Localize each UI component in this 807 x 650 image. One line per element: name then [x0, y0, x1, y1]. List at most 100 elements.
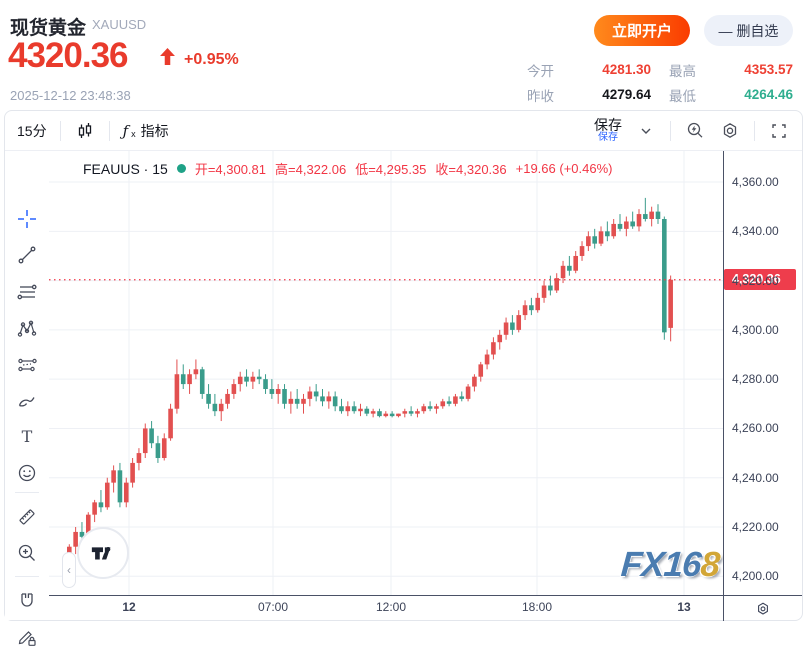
candlestick-icon	[78, 122, 91, 138]
quote-timestamp: 2025-12-12 23:48:38	[10, 88, 131, 103]
crosshair-tool[interactable]	[14, 206, 40, 232]
time-tick-label: 12	[122, 600, 136, 614]
price-tick-label: 4,260.00	[732, 421, 779, 436]
chevron-left-icon: ‹	[67, 563, 71, 577]
interval-button[interactable]: 15分	[17, 121, 47, 141]
price-tick-label: 4,280.00	[732, 372, 779, 387]
toolbar-separator	[670, 120, 671, 141]
stat-value-prev-close: 4279.64	[602, 87, 651, 102]
flash-search-icon	[687, 122, 703, 138]
measure-tool[interactable]	[14, 504, 40, 530]
instrument-symbol: XAUUSD	[92, 17, 147, 32]
gear-small-icon	[758, 602, 768, 615]
parallel-lines-tool[interactable]	[14, 279, 40, 305]
pattern-tool[interactable]	[14, 316, 40, 342]
lock-drawings-tool[interactable]	[14, 624, 40, 650]
magnet-icon	[21, 593, 33, 607]
chart-style-button[interactable]	[74, 120, 96, 142]
fx-icon: ƒ	[122, 121, 129, 140]
price-axis[interactable]: 4,320.36 4,360.00 4,340.00 4,320.00 4,300.0…	[724, 151, 802, 595]
emoji-tool[interactable]	[14, 460, 40, 486]
last-price-axis-label: 4,320.36	[724, 269, 796, 291]
toolbar-separator	[59, 120, 61, 141]
fx168-gold-text: 8	[699, 545, 721, 584]
stat-value-low: 4264.46	[744, 87, 793, 102]
time-axis-border	[49, 595, 802, 596]
tool-divider	[15, 576, 39, 577]
magnet-tool[interactable]	[14, 588, 40, 614]
price-tick-label: 4,240.00	[732, 470, 779, 485]
market-status-dot-icon	[176, 164, 186, 173]
quote-stats: 今开 4281.30 最高 4353.57 昨收 4279.64 最低 4264…	[527, 57, 793, 107]
brush-tool[interactable]	[14, 388, 40, 414]
fx168-watermark: FX168	[619, 545, 721, 585]
toolbar-collapse-tab[interactable]: ‹	[62, 552, 76, 588]
save-menu-button[interactable]	[635, 120, 657, 142]
price-tick-label: 4,340.00	[732, 224, 779, 239]
time-axis[interactable]: 12 07:00 12:00 18:00 13	[49, 596, 723, 621]
chart-legend: FEAUUS · 15 开=4,300.81 高=4,322.06 低=4,29…	[83, 159, 612, 178]
time-tick-label: 12:00	[375, 600, 407, 614]
save-sub-label: 保存	[598, 131, 618, 143]
interval-label: 15分	[17, 122, 47, 139]
text-tool[interactable]: T	[14, 424, 40, 450]
stat-label-prev-close: 昨收	[527, 88, 554, 104]
toolbar-right: 保存 保存	[594, 118, 790, 143]
time-tick-label: 13	[677, 600, 691, 614]
price-tick-label: 4,300.00	[732, 322, 779, 337]
toolbar-separator	[108, 120, 110, 141]
price-tick-label: 4,200.00	[732, 569, 779, 584]
open-account-button[interactable]: 立即开户	[594, 15, 690, 46]
fx168-blue-text: FX16	[619, 545, 702, 584]
drawing-toolbar: T	[5, 151, 49, 646]
projection-tool[interactable]	[14, 352, 40, 378]
quick-search-button[interactable]	[684, 120, 706, 142]
legend-series-title: FEAUUS · 15	[83, 160, 168, 177]
legend-low: 低=4,295.35	[355, 162, 427, 177]
tradingview-logo[interactable]	[77, 527, 129, 579]
chart-settings-button[interactable]	[719, 120, 741, 142]
tradingview-glyph-icon	[91, 547, 111, 560]
crosshair-icon	[18, 210, 36, 228]
zoom-in-tool[interactable]	[14, 540, 40, 566]
stat-label-open: 今开	[527, 63, 554, 79]
remove-watchlist-button[interactable]: — 删自选	[704, 15, 793, 46]
legend-close: 收=4,320.36	[435, 162, 507, 177]
chevron-down-icon	[641, 128, 651, 134]
stat-label-high: 最高	[669, 63, 696, 79]
parallel-lines-icon	[17, 284, 37, 300]
instrument-name: 现货黄金	[10, 18, 87, 39]
indicators-label: 指标	[140, 122, 169, 139]
fullscreen-icon	[772, 123, 786, 138]
last-price: 4320.36	[8, 36, 129, 75]
fullscreen-button[interactable]	[768, 120, 790, 142]
zoom-in-icon	[18, 544, 35, 561]
legend-high: 高=4,322.06	[275, 162, 347, 177]
remove-watchlist-label: 删自选	[736, 22, 779, 39]
chart-plot-area[interactable]: FEAUUS · 15 开=4,300.81 高=4,322.06 低=4,29…	[49, 151, 723, 595]
save-button[interactable]: 保存 保存	[594, 118, 622, 143]
legend-open: 开=4,300.81	[194, 162, 267, 177]
time-tick-label: 07:00	[257, 600, 289, 614]
tool-divider	[15, 492, 39, 493]
stat-value-open: 4281.30	[602, 62, 651, 77]
change-percent: +0.95%	[184, 51, 239, 68]
price-tick-label: 4,320.00	[732, 273, 779, 288]
stat-value-high: 4353.57	[744, 62, 793, 77]
smiley-icon	[18, 464, 36, 482]
text-icon: T	[22, 427, 33, 446]
brush-icon	[18, 397, 35, 407]
ruler-icon	[19, 509, 35, 525]
candlestick-chart	[49, 151, 723, 595]
pencil-lock-icon	[18, 631, 36, 646]
quote-header: 现货黄金 XAUUSD 4320.36 +0.95% 2025-12-12 23…	[0, 0, 807, 110]
gear-icon	[723, 122, 737, 138]
axis-settings-button[interactable]	[724, 596, 802, 621]
trend-line-tool[interactable]	[14, 242, 40, 268]
legend-change: +19.66 (+0.46%)	[515, 161, 613, 176]
minus-icon: —	[718, 22, 733, 39]
